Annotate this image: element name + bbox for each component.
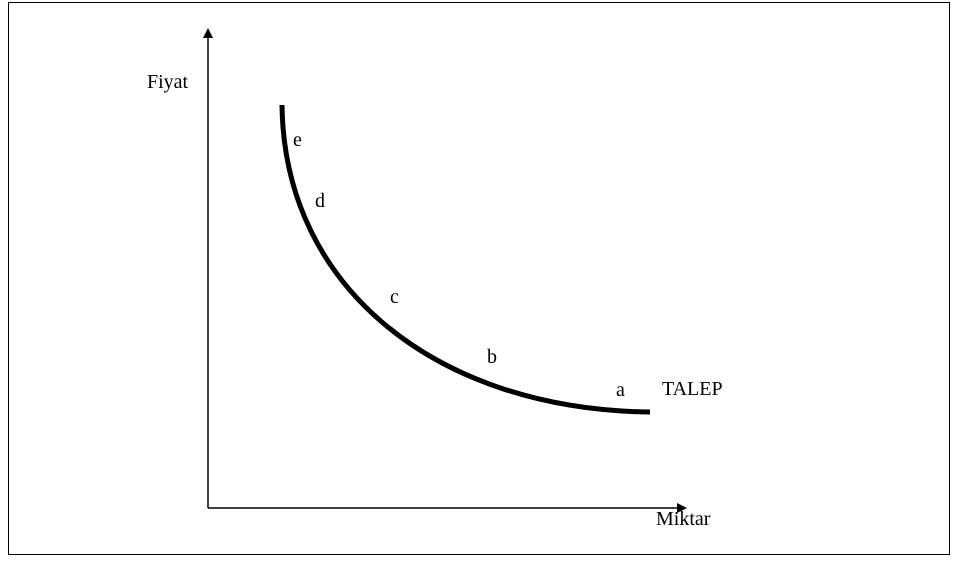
curve-label: TALEP: [662, 378, 723, 400]
x-axis-label: Miktar: [656, 508, 711, 530]
y-axis-label: Fiyat: [147, 71, 189, 93]
frame: [8, 2, 950, 555]
point-label: e: [293, 129, 302, 151]
point-label: d: [315, 190, 325, 212]
point-label: a: [616, 379, 625, 401]
point-label: b: [487, 346, 497, 368]
point-label: c: [390, 286, 399, 308]
demand-curve: [279, 104, 651, 415]
